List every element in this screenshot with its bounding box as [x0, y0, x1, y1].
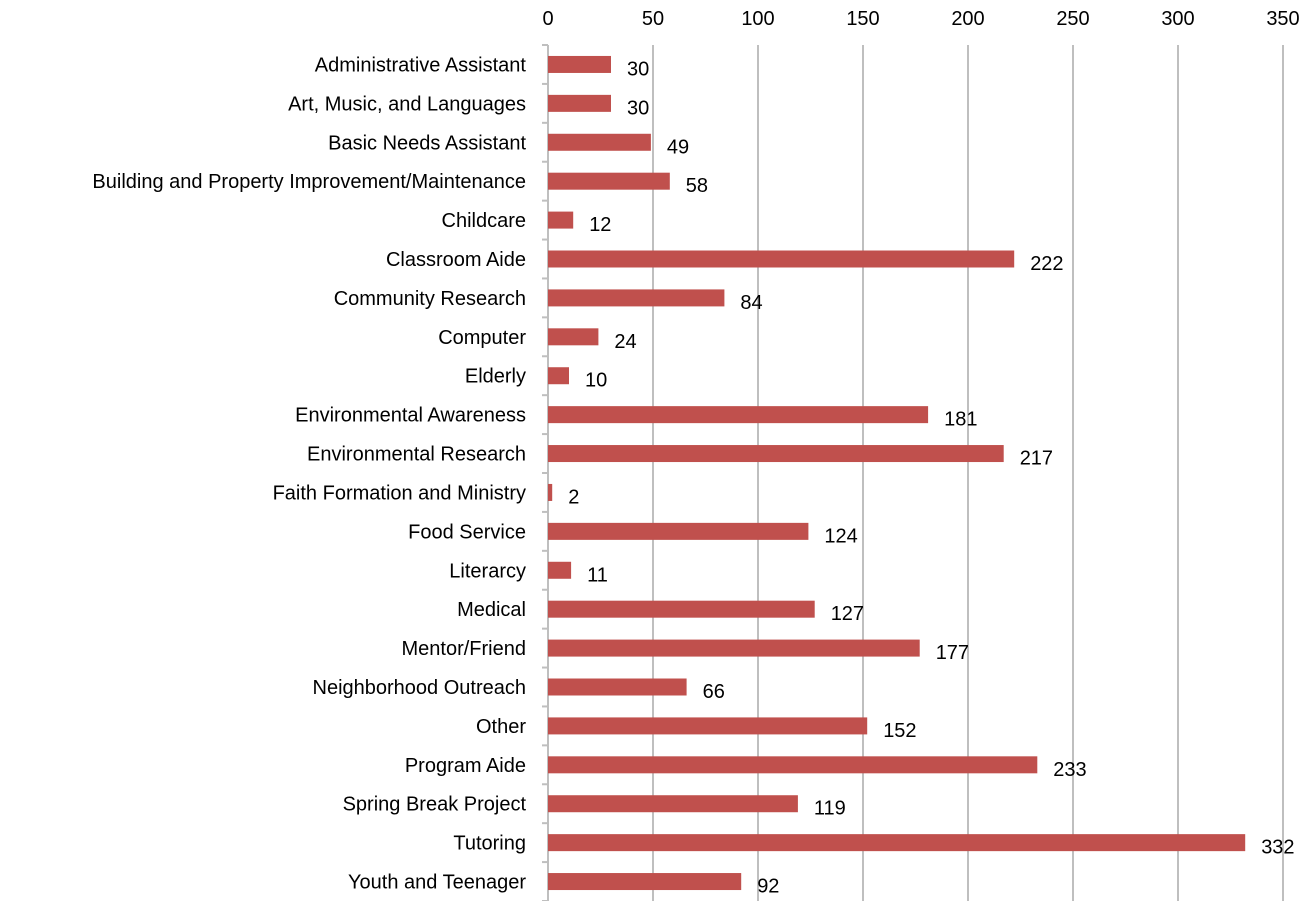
- category-label: Mentor/Friend: [402, 638, 527, 660]
- data-label: 217: [1020, 448, 1053, 470]
- bar: [548, 600, 815, 618]
- data-label: 127: [831, 603, 864, 625]
- x-tick-label: 250: [1056, 8, 1089, 30]
- bar: [548, 873, 742, 891]
- data-label: 2: [568, 486, 579, 508]
- bar: [548, 172, 670, 190]
- data-label: 30: [627, 97, 649, 119]
- bar: [548, 328, 599, 346]
- category-label: Computer: [438, 327, 526, 349]
- x-tick-label: 0: [542, 8, 553, 30]
- category-label: Neighborhood Outreach: [313, 677, 526, 699]
- category-label: Youth and Teenager: [348, 872, 526, 894]
- data-labels: 30 30 49 58 12 222 84 24 10 181 217 2 124 11 127 177 66 1…: [568, 58, 1294, 897]
- data-label: 124: [824, 525, 857, 547]
- x-tick-label: 300: [1161, 8, 1194, 30]
- x-axis-ticks: 0 50 100 150 200 250 300 350: [542, 8, 1299, 30]
- data-label: 58: [686, 175, 708, 197]
- x-tick-label: 350: [1266, 8, 1299, 30]
- x-tick-label: 200: [951, 8, 984, 30]
- category-label: Art, Music, and Languages: [288, 93, 526, 115]
- category-label: Classroom Aide: [386, 249, 526, 271]
- bar: [548, 561, 572, 579]
- bar: [548, 717, 868, 735]
- bar: [548, 834, 1246, 852]
- category-label: Childcare: [442, 210, 526, 232]
- x-tick-label: 100: [741, 8, 774, 30]
- data-label: 222: [1030, 253, 1063, 275]
- data-label: 24: [614, 331, 636, 353]
- data-label: 11: [587, 564, 608, 586]
- data-label: 84: [740, 292, 762, 314]
- bar: [548, 445, 1004, 463]
- category-label: Building and Property Improvement/Mainte…: [92, 171, 526, 193]
- category-label: Environmental Research: [307, 444, 526, 466]
- x-tick-label: 50: [642, 8, 664, 30]
- category-label: Other: [476, 716, 526, 738]
- data-label: 66: [703, 681, 725, 703]
- data-label: 92: [757, 876, 779, 898]
- bar: [548, 367, 569, 385]
- bars: [548, 55, 1246, 891]
- x-tick-label: 150: [846, 8, 879, 30]
- category-label: Faith Formation and Ministry: [273, 482, 526, 504]
- data-label: 177: [936, 642, 969, 664]
- category-label: Tutoring: [453, 833, 526, 855]
- category-label: Administrative Assistant: [315, 54, 527, 76]
- category-label: Basic Needs Assistant: [328, 132, 526, 154]
- category-label: Environmental Awareness: [295, 405, 526, 427]
- bar: [548, 678, 687, 696]
- data-label: 332: [1261, 837, 1294, 859]
- bar: [548, 250, 1015, 268]
- bar: [548, 133, 651, 151]
- bar: [548, 211, 574, 229]
- bar: [548, 795, 798, 813]
- data-label: 30: [627, 58, 649, 80]
- y-axis: [542, 44, 549, 901]
- category-labels: Administrative Assistant Art, Music, and …: [92, 54, 526, 893]
- data-label: 119: [814, 798, 846, 820]
- category-label: Literarcy: [449, 560, 526, 582]
- category-label: Medical: [457, 599, 526, 621]
- category-label: Community Research: [334, 288, 526, 310]
- category-label: Spring Break Project: [343, 794, 527, 816]
- bar: [548, 94, 611, 112]
- bar: [548, 483, 553, 501]
- bar: [548, 55, 611, 73]
- data-label: 49: [667, 136, 689, 158]
- data-label: 10: [585, 370, 607, 392]
- data-label: 181: [944, 409, 977, 431]
- gridlines: [652, 45, 1284, 901]
- category-label: Program Aide: [405, 755, 526, 777]
- data-label: 233: [1053, 759, 1086, 781]
- data-label: 12: [589, 214, 611, 236]
- bar: [548, 756, 1038, 774]
- bar: [548, 289, 725, 307]
- bar: [548, 639, 920, 657]
- data-label: 152: [883, 720, 916, 742]
- bar: [548, 522, 809, 540]
- category-label: Elderly: [465, 366, 526, 388]
- bar: [548, 406, 929, 424]
- category-label: Food Service: [408, 521, 526, 543]
